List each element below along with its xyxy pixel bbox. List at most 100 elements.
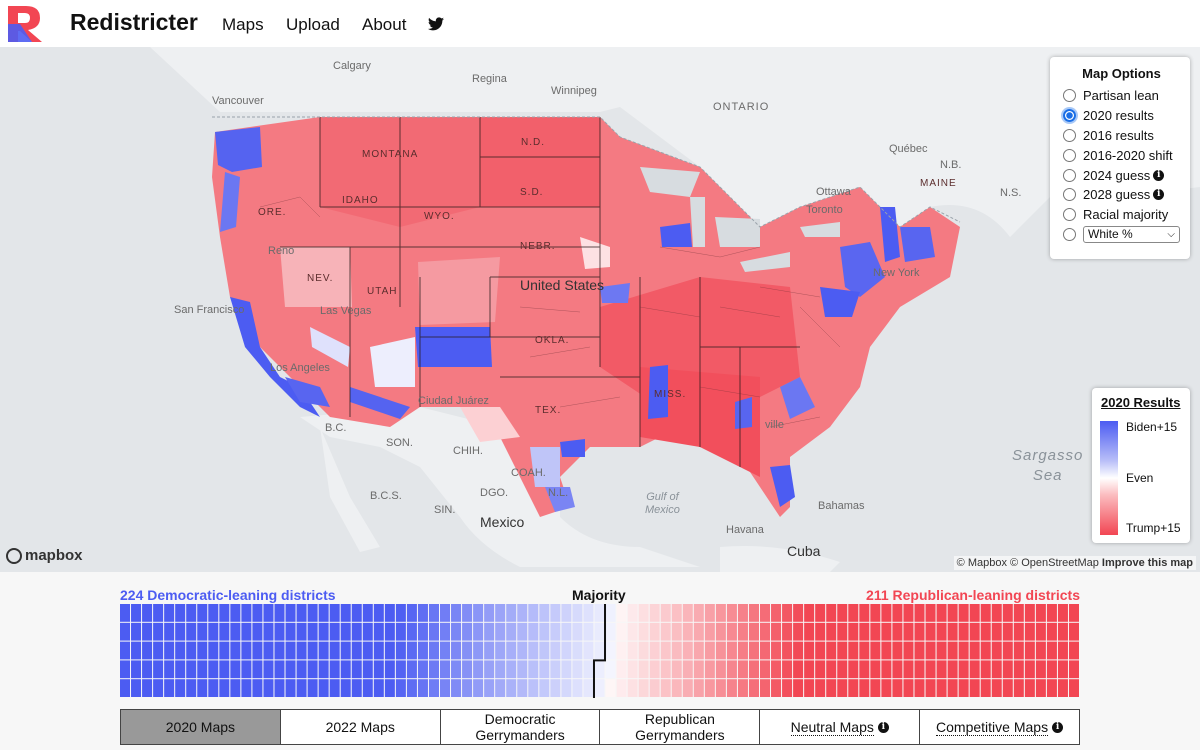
seat-cell [462,622,473,641]
option-2020-results[interactable]: 2020 results [1063,106,1180,126]
seat-cell [252,679,263,697]
majority-label: Majority [572,587,626,603]
seat-cell [517,679,528,697]
seat-cell [263,641,274,660]
info-icon[interactable]: i [1052,721,1064,733]
tab-republican-gerrymanders[interactable]: Republican Gerrymanders [599,709,761,745]
seat-cell [616,622,627,641]
tab-democratic-gerrymanders[interactable]: Democratic Gerrymanders [439,709,601,745]
seat-cell [440,679,451,697]
option-radio[interactable] [1063,109,1076,123]
seat-cell [384,604,395,622]
seat-cell [440,641,451,660]
option-2024-guess[interactable]: 2024 guess i [1063,165,1180,185]
seat-cell [318,660,329,679]
nav-maps-link[interactable]: Maps [222,15,264,34]
tab-2020-maps[interactable]: 2020 Maps [120,709,281,745]
seat-cell [826,679,837,697]
option-label: 2016-2020 shift [1083,147,1173,163]
seat-cell [164,679,175,697]
option-2016-2020-shift[interactable]: 2016-2020 shift [1063,145,1180,165]
tab-neutral-maps[interactable]: Neutral Maps i [759,709,921,745]
seat-cell [936,679,947,697]
seat-cell [737,641,748,660]
tab-2022-maps[interactable]: 2022 Maps [279,709,441,745]
info-icon[interactable]: i [877,721,889,733]
seat-cell [1024,604,1035,622]
seat-cell [969,622,980,641]
nav-about-link[interactable]: About [362,15,407,34]
seat-cell [925,641,936,660]
seat-cell [351,604,362,622]
label-vancouver: Vancouver [212,95,264,107]
seat-cell [925,622,936,641]
seat-cell [384,660,395,679]
attribution-osm-link[interactable]: © OpenStreetMap [1010,557,1099,569]
seat-cell [351,622,362,641]
seat-cell [726,660,737,679]
seat-cell [715,604,726,622]
seat-cell [506,604,517,622]
seat-cell [131,679,142,697]
seat-cell [1035,622,1046,641]
seat-cell [539,622,550,641]
option-radio[interactable] [1063,208,1076,222]
map-set-tabs: 2020 Maps 2022 Maps Democratic Gerrymander… [120,709,1080,745]
nav-upload-link[interactable]: Upload [286,15,340,34]
seat-cell [197,660,208,679]
seat-cell [131,604,142,622]
seat-cell [715,641,726,660]
racial-group-select[interactable]: White % ⌵ [1083,225,1180,243]
label-ottawa: Ottawa [816,186,851,198]
seat-cell [506,679,517,697]
seat-cell [804,641,815,660]
mapbox-logo[interactable]: mapbox [6,547,83,564]
seat-cell [373,660,384,679]
seat-cell [583,641,594,660]
seat-cell [462,641,473,660]
option-racial-select-row[interactable]: White % ⌵ [1063,225,1180,245]
seat-cell [539,604,550,622]
option-radio[interactable] [1063,89,1076,103]
seat-cell [296,660,307,679]
seat-cell [417,660,428,679]
option-2016-results[interactable]: 2016 results [1063,126,1180,146]
seat-cell [263,622,274,641]
improve-map-link[interactable]: Improve this map [1101,557,1193,569]
seat-cell [715,679,726,697]
option-racial-majority[interactable]: Racial majority [1063,205,1180,225]
info-icon[interactable]: i [1153,169,1165,181]
redistricter-logo-icon[interactable] [6,4,44,44]
seat-cell [1013,660,1024,679]
seat-cell [782,604,793,622]
seat-cell [980,604,991,622]
seat-cell [793,660,804,679]
seat-cell [120,641,131,660]
seat-cell [296,604,307,622]
twitter-icon[interactable] [428,17,444,31]
seat-cell [782,622,793,641]
seat-cell [771,622,782,641]
seat-cell [1002,604,1013,622]
seat-cell [362,641,373,660]
district-map[interactable]: Calgary Regina Winnipeg Vancouver ONTARI… [0,47,1200,572]
seat-cell [285,622,296,641]
seat-cell [826,622,837,641]
info-icon[interactable]: i [1153,189,1165,201]
option-partisan-lean[interactable]: Partisan lean [1063,86,1180,106]
seat-cell [715,660,726,679]
seat-cell [771,660,782,679]
seat-cell [859,604,870,622]
label-reno: Reno [268,245,295,257]
option-radio[interactable] [1063,148,1076,162]
seat-cell [1035,604,1046,622]
option-radio[interactable] [1063,128,1076,142]
brand-title[interactable]: Redistricter [70,9,198,35]
option-radio[interactable] [1063,168,1076,182]
tab-competitive-maps[interactable]: Competitive Maps i [919,709,1080,745]
option-2028-guess[interactable]: 2028 guess i [1063,185,1180,205]
attribution-mapbox-link[interactable]: © Mapbox [956,557,1007,569]
option-radio[interactable] [1063,188,1076,202]
option-radio[interactable] [1063,227,1076,241]
seat-cell [495,622,506,641]
